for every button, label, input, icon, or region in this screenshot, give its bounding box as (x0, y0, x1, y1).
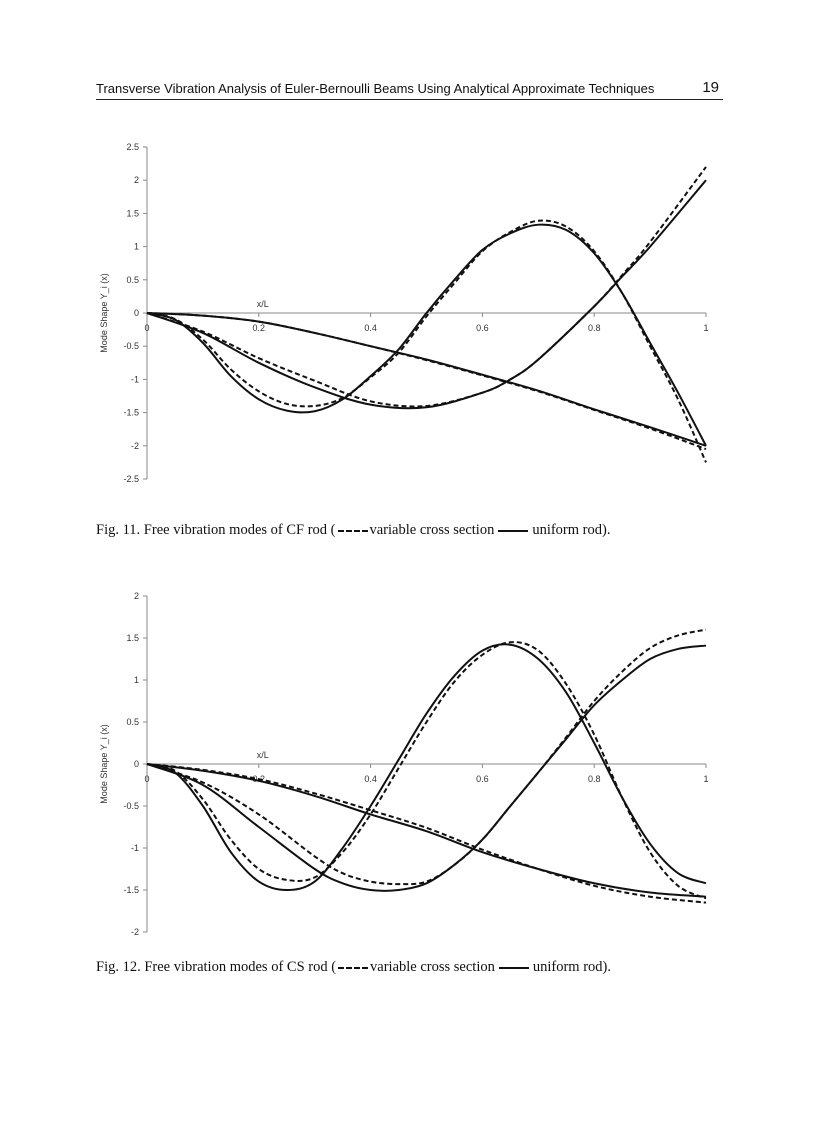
y-axis-label: Mode Shape Y_i (x) (99, 273, 109, 352)
x-tick-label: 0.4 (364, 774, 377, 784)
x-tick-label: 1 (703, 774, 708, 784)
series-line-variable-cross-section (146, 641, 707, 900)
y-tick-label: 2 (134, 591, 139, 601)
y-tick-label: -2 (131, 927, 139, 937)
legend-dashed-line (337, 530, 368, 532)
y-tick-label: -0.5 (123, 801, 139, 811)
x-tick-label: 0.6 (476, 774, 489, 784)
series-line-variable-cross-section (146, 312, 707, 451)
series-line-uniform-rod (146, 763, 707, 898)
figure-12-caption: Fig. 12. Free vibration modes of CS rod … (96, 959, 611, 976)
series-line-uniform-rod (146, 643, 707, 892)
y-tick-label: -1.5 (123, 885, 139, 895)
page-number: 19 (702, 79, 719, 96)
y-tick-label: -0.5 (123, 341, 139, 351)
y-tick-label: 0.5 (126, 717, 139, 727)
x-axis-label: x/L (257, 750, 269, 760)
x-tick-label: 0.4 (364, 323, 377, 333)
series-line-uniform-rod (146, 312, 707, 447)
y-tick-label: 1.5 (126, 633, 139, 643)
caption-text: Fig. 12. Free vibration modes of CS rod … (96, 959, 337, 975)
x-tick-label: 0.8 (588, 323, 601, 333)
y-tick-label: 0 (134, 759, 139, 769)
y-tick-label: 1 (134, 242, 139, 252)
y-tick-label: 0 (134, 308, 139, 318)
y-tick-label: -2 (131, 441, 139, 451)
legend-solid-label: uniform rod). (532, 522, 611, 538)
series-line-variable-cross-section (146, 166, 707, 408)
x-tick-label: 1 (703, 323, 708, 333)
x-tick-label: 0 (144, 323, 149, 333)
legend-solid-line (498, 530, 529, 532)
caption-text: Fig. 11. Free vibration modes of CF rod … (96, 522, 336, 538)
series-line-variable-cross-section (146, 219, 707, 463)
x-axis-label: x/L (257, 299, 269, 309)
series-line-variable-cross-section (146, 628, 707, 886)
y-tick-label: -2.5 (123, 474, 139, 484)
running-header: Transverse Vibration Analysis of Euler-B… (96, 79, 723, 100)
y-axis-label: Mode Shape Y_i (x) (99, 724, 109, 803)
y-tick-label: -1 (131, 843, 139, 853)
figure-12-chart: 21.510.50-0.5-1-1.5-20 0.2 0.4 0.6 0.8 1x/LMo… (99, 591, 709, 937)
running-title: Transverse Vibration Analysis of Euler-B… (96, 81, 655, 96)
figure-11-caption: Fig. 11. Free vibration modes of CF rod … (96, 522, 610, 539)
series-line-uniform-rod (146, 644, 707, 892)
figure-11-chart: 2.5 2 1.5 1 0.5 0 -0.5 -1 -1.5 -2 -2.5 0 0.2 0.4 0.6 0.… (99, 142, 709, 484)
legend-solid-line (498, 967, 529, 969)
y-tick-label: 2.5 (126, 142, 139, 152)
series-line-uniform-rod (146, 223, 707, 447)
y-tick-label: -1 (131, 374, 139, 384)
series-line-variable-cross-section (146, 763, 707, 904)
y-tick-label: -1.5 (123, 408, 139, 418)
legend-dashed-label: variable cross section (370, 959, 495, 975)
y-tick-label: 0.5 (126, 275, 139, 285)
x-tick-label: 0 (144, 774, 149, 784)
legend-solid-label: uniform rod). (532, 959, 611, 975)
y-tick-label: 1 (134, 675, 139, 685)
x-tick-label: 0.6 (476, 323, 489, 333)
legend-dashed-line (338, 967, 369, 969)
y-tick-label: 2 (134, 175, 139, 185)
y-tick-label: 1.5 (126, 208, 139, 218)
legend-dashed-label: variable cross section (369, 522, 495, 538)
x-tick-label: 0.8 (588, 774, 601, 784)
x-tick-label: 0.2 (253, 323, 266, 333)
